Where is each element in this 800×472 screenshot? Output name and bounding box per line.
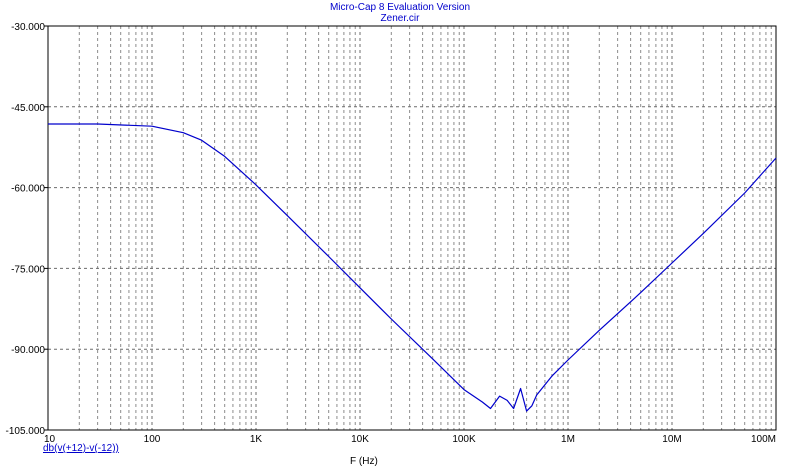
chart-title: Micro-Cap 8 Evaluation Version xyxy=(329,2,471,13)
y-tick-label: -75.000 xyxy=(11,264,45,275)
x-tick-label: 10 xyxy=(44,434,56,445)
x-tick-label: 10K xyxy=(351,434,369,445)
y-tick-label: -30.000 xyxy=(11,22,45,33)
x-tick-label: 10M xyxy=(662,434,681,445)
legend-series-label[interactable]: db(v(+12)-v(-12)) xyxy=(43,443,119,454)
y-tick-label: -105.000 xyxy=(6,426,46,437)
y-tick-label: -60.000 xyxy=(11,184,45,195)
x-tick-label: 100 xyxy=(144,434,161,445)
chart-subtitle: Zener.cir xyxy=(380,13,420,24)
x-axis-label: F (Hz) xyxy=(350,456,378,467)
y-tick-label: -45.000 xyxy=(11,103,45,114)
x-tick-label: 100K xyxy=(452,434,476,445)
y-tick-label: -90.000 xyxy=(11,345,45,356)
x-tick-label: 100M xyxy=(751,434,776,445)
plot-frame xyxy=(47,25,777,431)
x-tick-label: 1M xyxy=(561,434,575,445)
series-line xyxy=(48,123,777,412)
x-tick-label: 1K xyxy=(250,434,263,445)
